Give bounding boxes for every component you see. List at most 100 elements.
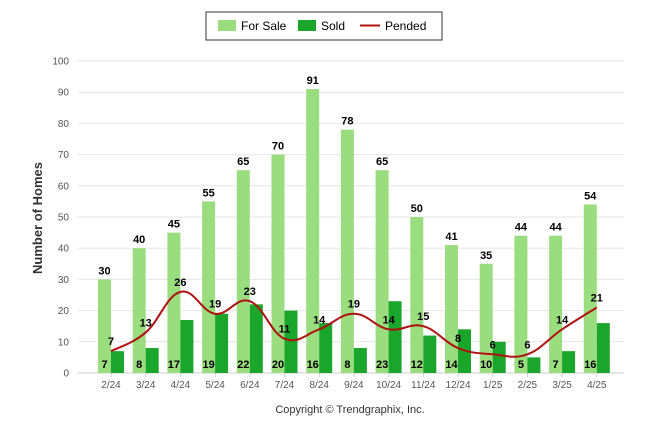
label-pended-10/24: 14: [382, 314, 395, 326]
label-sold-5/24: 19: [202, 359, 214, 371]
y-axis-label: Number of Homes: [30, 162, 45, 274]
x-tick-label-6/24: 6/24: [240, 380, 260, 391]
bar-for-sale-11/24: [410, 217, 424, 373]
bar-for-sale-5/24: [202, 201, 216, 373]
label-for-sale-10/24: 65: [376, 156, 388, 168]
label-for-sale-11/24: 50: [411, 203, 423, 215]
bar-sold-4/25: [596, 323, 610, 373]
bar-sold-1/25: [492, 341, 506, 373]
bar-for-sale-4/24: [167, 232, 181, 373]
bar-for-sale-3/25: [549, 235, 563, 373]
label-pended-5/24: 19: [209, 299, 221, 311]
bars: [98, 89, 610, 373]
bar-for-sale-9/24: [340, 129, 354, 373]
bar-sold-8/24: [319, 323, 333, 373]
bar-sold-2/25: [527, 357, 541, 373]
label-for-sale-4/24: 45: [168, 219, 180, 231]
bar-sold-9/24: [353, 348, 367, 373]
legend-swatch-sold: [298, 20, 316, 31]
label-pended-4/25: 21: [591, 292, 603, 304]
x-tick-label-12/24: 12/24: [445, 380, 470, 391]
bar-for-sale-10/24: [375, 170, 389, 373]
y-tick-label-60: 60: [58, 181, 70, 192]
bar-for-sale-3/24: [132, 248, 146, 373]
x-tick-label-8/24: 8/24: [309, 380, 329, 391]
legend-swatch-for-sale: [218, 20, 236, 31]
legend-label-pended: Pended: [385, 19, 426, 33]
label-sold-2/24: 7: [101, 359, 107, 371]
label-sold-10/24: 23: [376, 359, 388, 371]
label-sold-9/24: 8: [344, 359, 350, 371]
bar-for-sale-8/24: [306, 89, 320, 373]
label-for-sale-9/24: 78: [341, 116, 353, 128]
bar-for-sale-1/25: [479, 263, 493, 373]
label-for-sale-3/24: 40: [133, 234, 145, 246]
x-tick-label-2/25: 2/25: [518, 380, 538, 391]
legend-label-for-sale: For Sale: [241, 19, 287, 33]
y-tick-label-20: 20: [58, 306, 70, 317]
x-tick-label-9/24: 9/24: [344, 380, 364, 391]
bar-sold-11/24: [423, 335, 437, 373]
pended-line: [110, 290, 598, 358]
y-tick-label-50: 50: [58, 213, 70, 224]
label-pended-3/25: 14: [556, 314, 569, 326]
x-tick-label-5/24: 5/24: [205, 380, 225, 391]
bar-for-sale-12/24: [445, 245, 458, 373]
bar-for-sale-4/25: [583, 204, 597, 373]
label-sold-12/24: 14: [445, 359, 458, 371]
label-pended-11/24: 15: [417, 311, 429, 323]
label-for-sale-4/25: 54: [584, 191, 597, 203]
copyright-credit: Copyright © Trendgraphix, Inc.: [275, 404, 424, 416]
bar-sold-7/24: [284, 310, 298, 373]
label-sold-4/24: 17: [168, 359, 180, 371]
y-tick-label-90: 90: [58, 88, 70, 99]
label-sold-6/24: 22: [237, 359, 249, 371]
x-tick-label-11/24: 11/24: [411, 380, 436, 391]
y-tick-label-30: 30: [58, 275, 70, 286]
data-labels: 3074084517551965227020911678865235012411…: [98, 75, 603, 371]
label-sold-3/24: 8: [136, 359, 142, 371]
x-tick-label-7/24: 7/24: [275, 380, 295, 391]
label-pended-4/24: 26: [174, 277, 186, 289]
label-for-sale-12/24: 41: [445, 231, 457, 243]
label-pended-2/25: 6: [524, 339, 530, 351]
y-tick-label-70: 70: [58, 150, 70, 161]
legend: For Sale Sold Pended: [205, 11, 443, 41]
y-tick-label-100: 100: [52, 57, 69, 68]
label-for-sale-2/24: 30: [98, 265, 110, 277]
label-pended-12/24: 8: [455, 333, 461, 345]
label-for-sale-7/24: 70: [272, 141, 284, 153]
label-for-sale-2/25: 44: [515, 222, 528, 234]
label-pended-2/24: 7: [108, 336, 114, 348]
bar-for-sale-7/24: [271, 154, 285, 373]
label-for-sale-6/24: 65: [237, 156, 249, 168]
label-for-sale-8/24: 91: [307, 75, 319, 87]
y-tick-label-10: 10: [58, 337, 70, 348]
y-tick-label-0: 0: [63, 369, 69, 380]
x-tick-label-3/25: 3/25: [552, 380, 572, 391]
legend-box: [205, 11, 443, 41]
bar-for-sale-2/25: [514, 235, 528, 373]
y-tick-label-80: 80: [58, 119, 70, 130]
label-pended-7/24: 11: [279, 324, 291, 336]
bar-sold-10/24: [388, 301, 402, 373]
x-axis-ticks: 2/24 3/24 4/24 5/24 6/24 7/24 8/24 9/24 10/24 11/…: [101, 373, 607, 391]
bar-sold-3/24: [145, 348, 159, 373]
label-pended-1/25: 6: [490, 339, 496, 351]
x-tick-label-1/25: 1/25: [483, 380, 503, 391]
y-tick-label-40: 40: [58, 244, 70, 255]
label-for-sale-5/24: 55: [202, 187, 214, 199]
label-sold-7/24: 20: [272, 359, 284, 371]
x-tick-label-3/24: 3/24: [136, 380, 156, 391]
bar-sold-3/25: [562, 351, 576, 373]
bar-for-sale-2/24: [98, 279, 111, 373]
label-sold-11/24: 12: [411, 359, 423, 371]
label-sold-1/25: 10: [480, 359, 492, 371]
x-tick-label-2/24: 2/24: [101, 380, 121, 391]
y-axis-ticks: 0 10 20 30 40 50 60 70 80 90 100: [52, 57, 69, 380]
label-pended-8/24: 14: [313, 314, 326, 326]
x-tick-label-4/25: 4/25: [587, 380, 607, 391]
label-for-sale-3/25: 44: [549, 222, 562, 234]
bar-sold-2/24: [111, 351, 124, 373]
